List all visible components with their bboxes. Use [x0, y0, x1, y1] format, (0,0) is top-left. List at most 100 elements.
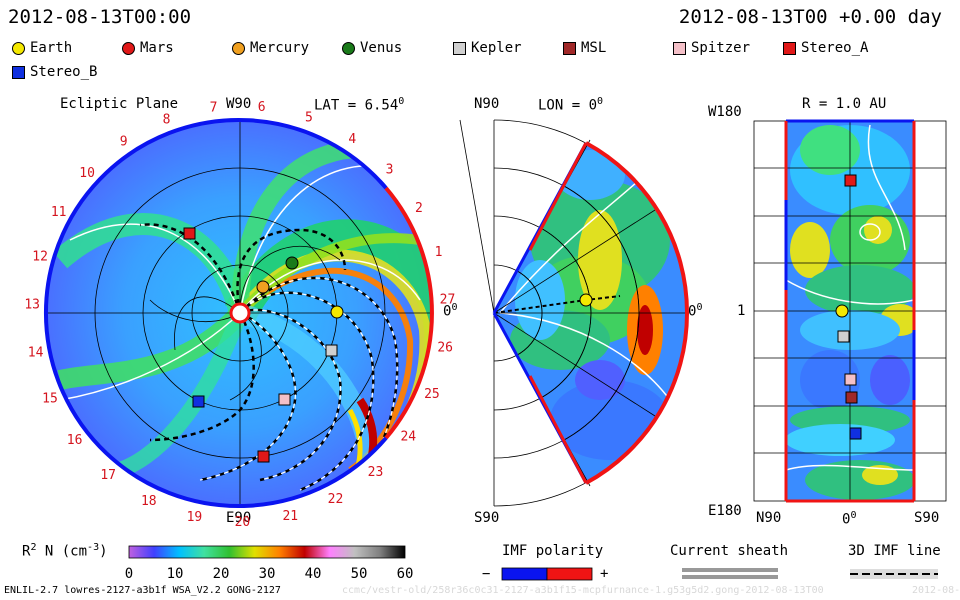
legend-label: Venus [360, 40, 403, 56]
legend-item-stereo-a: Stereo_A [783, 40, 868, 56]
carrington-tick-label: 3 [386, 163, 394, 178]
legend-item-msl: MSL [563, 40, 606, 56]
meridional-lon-label: LON = 00 [538, 96, 604, 114]
radial-stereo-b-marker [849, 427, 862, 440]
earth-marker [330, 305, 344, 319]
mars-marker-icon [122, 41, 135, 55]
legend-item-earth: Earth [12, 40, 72, 56]
stereo-a-marker [183, 227, 196, 240]
carrington-tick-label: 27 [440, 293, 456, 308]
ecliptic-bodies [183, 227, 344, 463]
imf-positive-swatch [546, 567, 593, 581]
ecliptic-title: Ecliptic Plane [60, 96, 179, 112]
carrington-tick-label: 13 [24, 297, 40, 312]
carrington-tick-label: 24 [400, 429, 416, 444]
legend-label: MSL [581, 40, 607, 56]
meridional-bottom-label: S90 [474, 510, 500, 526]
ecliptic-polarity-positive [384, 186, 434, 440]
colorbar: 0 10 20 30 40 50 60 [125, 545, 414, 582]
earth-marker-icon [12, 41, 25, 55]
colorbar-tick-label: 60 [397, 566, 414, 582]
current-sheath-legend [682, 568, 778, 579]
colorbar-gradient [128, 545, 406, 559]
carrington-tick-label: 16 [67, 433, 83, 448]
mercury-marker [256, 280, 270, 294]
imf-plus-label: + [600, 566, 609, 582]
legend-item-spitzer: Spitzer [673, 40, 750, 56]
stereo-b-marker [192, 395, 205, 408]
carrington-tick-label: 19 [187, 510, 203, 525]
carrington-tick-label: 15 [42, 392, 58, 407]
current-sheath-title: Current sheath [670, 543, 789, 559]
spitzer-marker-icon [673, 41, 686, 55]
mercury-marker-icon [232, 41, 245, 55]
meridional-earth-marker [579, 293, 593, 307]
colorbar-tick-label: 0 [125, 566, 133, 582]
legend-item-stereo-b: Stereo_B [12, 64, 97, 80]
radial-stereo-a-marker [844, 174, 857, 187]
radial-y-bottom: E180 [708, 503, 742, 519]
radial-panel [753, 119, 947, 503]
timestamp-left: 2012-08-13T00:00 [8, 6, 192, 28]
colorbar-tick-label: 40 [305, 566, 322, 582]
meridional-top-label: N90 [474, 96, 500, 112]
carrington-tick-label: 23 [368, 465, 384, 480]
carrington-tick-label: 10 [79, 166, 95, 181]
legend-label: Earth [30, 40, 73, 56]
carrington-tick-label: 20 [235, 515, 251, 530]
colorbar-tick-label: 20 [213, 566, 230, 582]
legend-label: Spitzer [691, 40, 751, 56]
carrington-tick-label: 1 [435, 245, 443, 260]
mars-marker [257, 450, 270, 463]
carrington-tick-label: 7 [210, 101, 218, 116]
carrington-tick-label: 17 [100, 468, 116, 483]
meridional-right-label: 00 [688, 302, 703, 320]
radial-x-left: N90 [756, 510, 782, 526]
imf-line-legend [850, 569, 938, 579]
radial-title: R = 1.0 AU [802, 96, 887, 112]
colorbar-label: R2 N (cm-3) [22, 542, 108, 560]
imf-polarity-legend [501, 567, 593, 581]
radial-y-top: W180 [708, 104, 742, 120]
legend-item-mercury: Mercury [232, 40, 309, 56]
radial-msl-marker [845, 391, 858, 404]
radial-y-mid: 1 [737, 303, 746, 319]
ecliptic-bottom-label: E90 [226, 510, 252, 526]
stereo-b-marker-icon [12, 65, 25, 79]
imf-line-title: 3D IMF line [848, 543, 941, 559]
ecliptic-top-label: W90 [226, 96, 252, 112]
carrington-tick-label: 11 [51, 205, 67, 220]
timestamp-right: 2012-08-13T00 +0.00 day [678, 6, 942, 28]
legend-label: Mercury [250, 40, 310, 56]
venus-marker [285, 256, 299, 270]
colorbar-tick-label: 10 [167, 566, 184, 582]
legend-label: Stereo_A [801, 40, 869, 56]
sun-marker [229, 302, 251, 324]
colorbar-tick-label: 30 [259, 566, 276, 582]
legend-item-venus: Venus [342, 40, 402, 56]
ecliptic-lat-label: LAT = 6.540 [314, 96, 405, 114]
ecliptic-panel: 19 20 212223242526271234567891011121314151… [24, 100, 455, 530]
carrington-tick-label: 5 [305, 111, 313, 126]
carrington-tick-label: 25 [424, 387, 440, 402]
carrington-tick-labels: 19 20 212223242526271234567891011121314151… [24, 100, 455, 530]
radial-x-right: S90 [914, 510, 940, 526]
radial-spitzer-marker [844, 373, 857, 386]
imf-negative-swatch [501, 567, 548, 581]
stereo-a-marker-icon [783, 41, 796, 55]
carrington-tick-label: 22 [328, 492, 344, 507]
carrington-tick-label: 2 [415, 201, 423, 216]
carrington-tick-label: 4 [348, 132, 356, 147]
legend-label: Kepler [471, 40, 522, 56]
venus-marker-icon [342, 41, 355, 55]
model-info: ENLIL-2.7 lowres-2127-a3b1f WSA_V2.2 GON… [4, 585, 281, 596]
run-date: 2012-08-14 [912, 585, 960, 596]
legend-label: Stereo_B [30, 64, 98, 80]
msl-marker-icon [563, 41, 576, 55]
colorbar-tick-label: 50 [351, 566, 368, 582]
carrington-tick-label: 18 [141, 494, 157, 509]
carrington-tick-label: 8 [163, 112, 171, 127]
radial-kepler-marker [837, 330, 850, 343]
carrington-tick-label: 14 [28, 346, 44, 361]
